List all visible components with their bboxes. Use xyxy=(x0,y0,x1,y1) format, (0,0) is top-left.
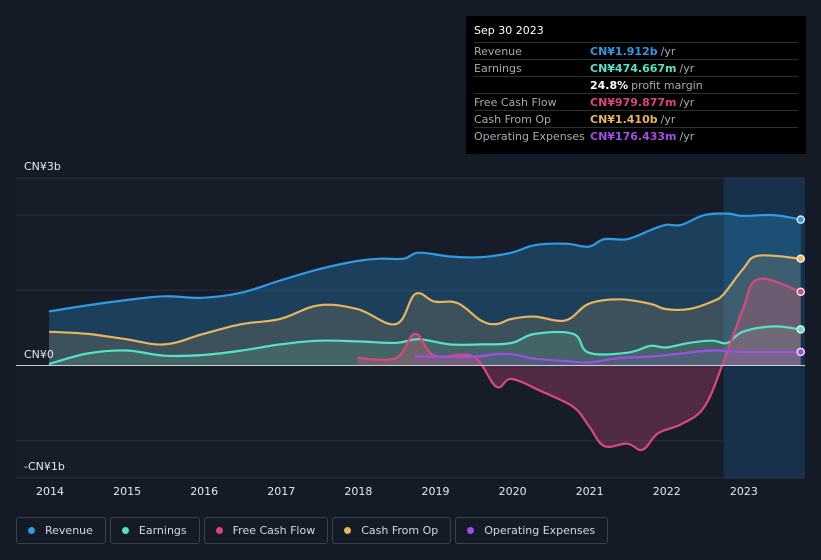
operating-expenses-line xyxy=(415,349,801,364)
tooltip-row-value: CN¥1.912b xyxy=(590,44,658,58)
tooltip-row: Free Cash Flow CN¥979.877m/yr xyxy=(474,93,798,110)
legend-dot-icon xyxy=(344,527,352,534)
x-tick-label: 2019 xyxy=(421,485,450,498)
cash-from-op-line xyxy=(48,254,801,346)
tooltip-row-value: 24.8% xyxy=(590,78,629,92)
tooltip-panel: Sep 30 2023 Revenue CN¥1.912b/yr Earnings C… xyxy=(466,16,806,154)
x-tick-label: 2023 xyxy=(729,485,758,498)
legend: Revenue Earnings Free Cash Flow Cash From O… xyxy=(16,517,609,544)
legend-dot-icon xyxy=(28,527,35,534)
y-axis-top-label: CN¥3b xyxy=(24,160,61,173)
legend-item-earnings[interactable]: Earnings xyxy=(109,517,200,544)
series-lines xyxy=(48,212,802,452)
tooltip-row-label: Earnings xyxy=(474,61,522,75)
tooltip-row-value: CN¥979.877m xyxy=(590,95,677,109)
tooltip-row-value: CN¥1.410b xyxy=(590,112,658,126)
operating-expenses-end-marker xyxy=(796,347,805,357)
tooltip-row-label: Free Cash Flow xyxy=(474,95,557,109)
earnings-end-marker xyxy=(796,325,805,334)
tooltip-row: Cash From Op CN¥1.410b/yr xyxy=(474,110,798,127)
legend-label: Earnings xyxy=(138,524,187,537)
legend-item-revenue[interactable]: Revenue xyxy=(16,517,106,544)
y-axis-zero-label: CN¥0 xyxy=(24,348,54,361)
legend-label: Cash From Op xyxy=(361,524,439,537)
tooltip-row-unit: /yr xyxy=(679,129,695,143)
legend-item-operating-expenses[interactable]: Operating Expenses xyxy=(455,517,609,544)
tooltip-row-label: Revenue xyxy=(474,44,522,58)
tooltip-row: Revenue CN¥1.912b/yr xyxy=(474,42,798,59)
revenue-line xyxy=(48,212,801,313)
cash-from-op-end-marker xyxy=(796,254,805,263)
x-tick-label: 2021 xyxy=(575,485,604,498)
legend-label: Operating Expenses xyxy=(484,524,596,537)
tooltip-row-label: Operating Expenses xyxy=(474,129,585,143)
free-cash-flow-end-marker xyxy=(796,287,805,297)
revenue-end-marker xyxy=(796,215,805,224)
tooltip-row: 24.8% profit margin xyxy=(474,76,798,93)
legend-dot-icon xyxy=(121,527,129,534)
legend-dot-icon xyxy=(467,527,475,534)
tooltip-row: Operating Expenses CN¥176.433m/yr xyxy=(474,127,798,144)
x-tick-label: 2015 xyxy=(113,485,142,498)
cash-from-op-area xyxy=(49,255,801,366)
tooltip-row-value: CN¥474.667m xyxy=(590,61,677,75)
tooltip-row-unit: profit margin xyxy=(631,78,703,92)
y-axis-bottom-label: -CN¥1b xyxy=(24,460,65,473)
legend-label: Free Cash Flow xyxy=(232,524,316,537)
tooltip-rows: Revenue CN¥1.912b/yr Earnings CN¥474.667m/y… xyxy=(474,42,798,144)
x-tick-label: 2022 xyxy=(652,485,681,498)
x-tick-label: 2016 xyxy=(190,485,219,498)
tooltip-row-unit: /yr xyxy=(679,61,695,75)
revenue-area xyxy=(49,213,801,366)
legend-item-cash-from-op[interactable]: Cash From Op xyxy=(332,517,452,544)
tooltip-row: Earnings CN¥474.667m/yr xyxy=(474,59,798,76)
x-tick-label: 2018 xyxy=(344,485,373,498)
free-cash-flow-area xyxy=(357,278,801,451)
x-tick-label: 2017 xyxy=(267,485,296,498)
legend-dot-icon xyxy=(215,527,223,534)
tooltip-row-label: Cash From Op xyxy=(474,112,552,126)
tooltip-row-value: CN¥176.433m xyxy=(590,129,677,143)
legend-item-free-cash-flow[interactable]: Free Cash Flow xyxy=(203,517,329,544)
tooltip-row-unit: /yr xyxy=(679,95,695,109)
legend-label: Revenue xyxy=(45,524,93,537)
x-tick-label: 2020 xyxy=(498,485,527,498)
tooltip-date: Sep 30 2023 xyxy=(474,24,544,37)
tooltip-row-unit: /yr xyxy=(660,112,676,126)
earnings-line xyxy=(48,325,801,366)
series-end-markers xyxy=(16,215,805,366)
tooltip-row-unit: /yr xyxy=(660,44,676,58)
x-tick-label: 2014 xyxy=(36,485,64,498)
